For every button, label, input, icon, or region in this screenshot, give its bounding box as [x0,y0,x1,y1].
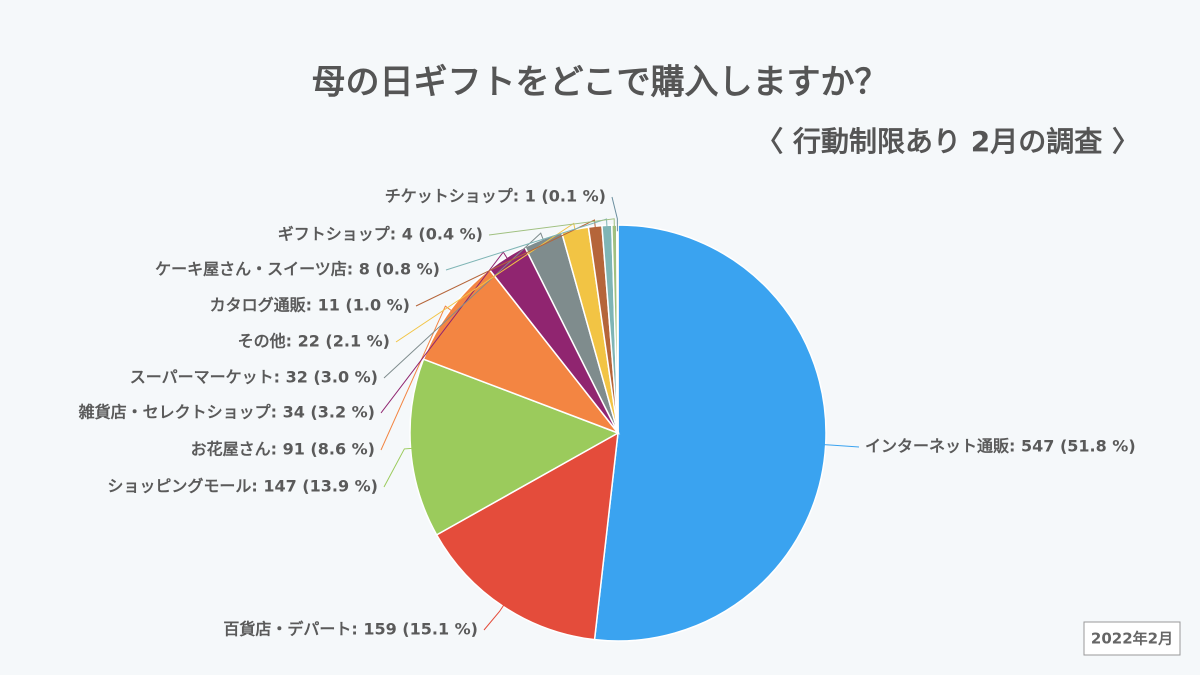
leader-line [395,222,577,343]
leader-line [483,600,507,631]
pie-slice [593,224,827,642]
leader-line [415,219,597,307]
data-label: カタログ通販: 11 (1.0 %) [210,296,410,315]
data-label: スーパーマーケット: 32 (3.0 %) [130,368,378,387]
leader-line [383,232,546,379]
chart-subtitle: 〈 行動制限あり 2月の調査 〉 [755,125,1140,158]
data-label: インターネット通販: 547 (51.8 %) [865,437,1136,456]
leader-line [611,196,618,232]
leader-line [445,218,608,271]
leader-line [819,443,860,448]
data-label: チケットショップ: 1 (0.1 %) [385,187,606,206]
note: 2022年2月 [1091,630,1173,648]
leader-line [380,305,456,451]
data-label: その他: 22 (2.1 %) [238,332,390,351]
data-label: お花屋さん: 91 (8.6 %) [191,440,375,459]
note-box [1083,621,1181,656]
data-label: 雑貨店・セレクトショップ: 34 (3.2 %) [78,403,375,422]
chart-title: 母の日ギフトをどこで購入しますか？ [312,63,889,103]
data-label: ショッピングモール: 147 (13.9 %) [107,477,378,496]
leader-line [488,218,615,236]
leader-line [383,447,417,488]
data-label: ケーキ屋さん・スイーツ店: 8 (0.8 %) [155,260,440,279]
data-label: 百貨店・デパート: 159 (15.1 %) [223,620,478,639]
data-label: ギフトショップ: 4 (0.4 %) [278,225,483,244]
